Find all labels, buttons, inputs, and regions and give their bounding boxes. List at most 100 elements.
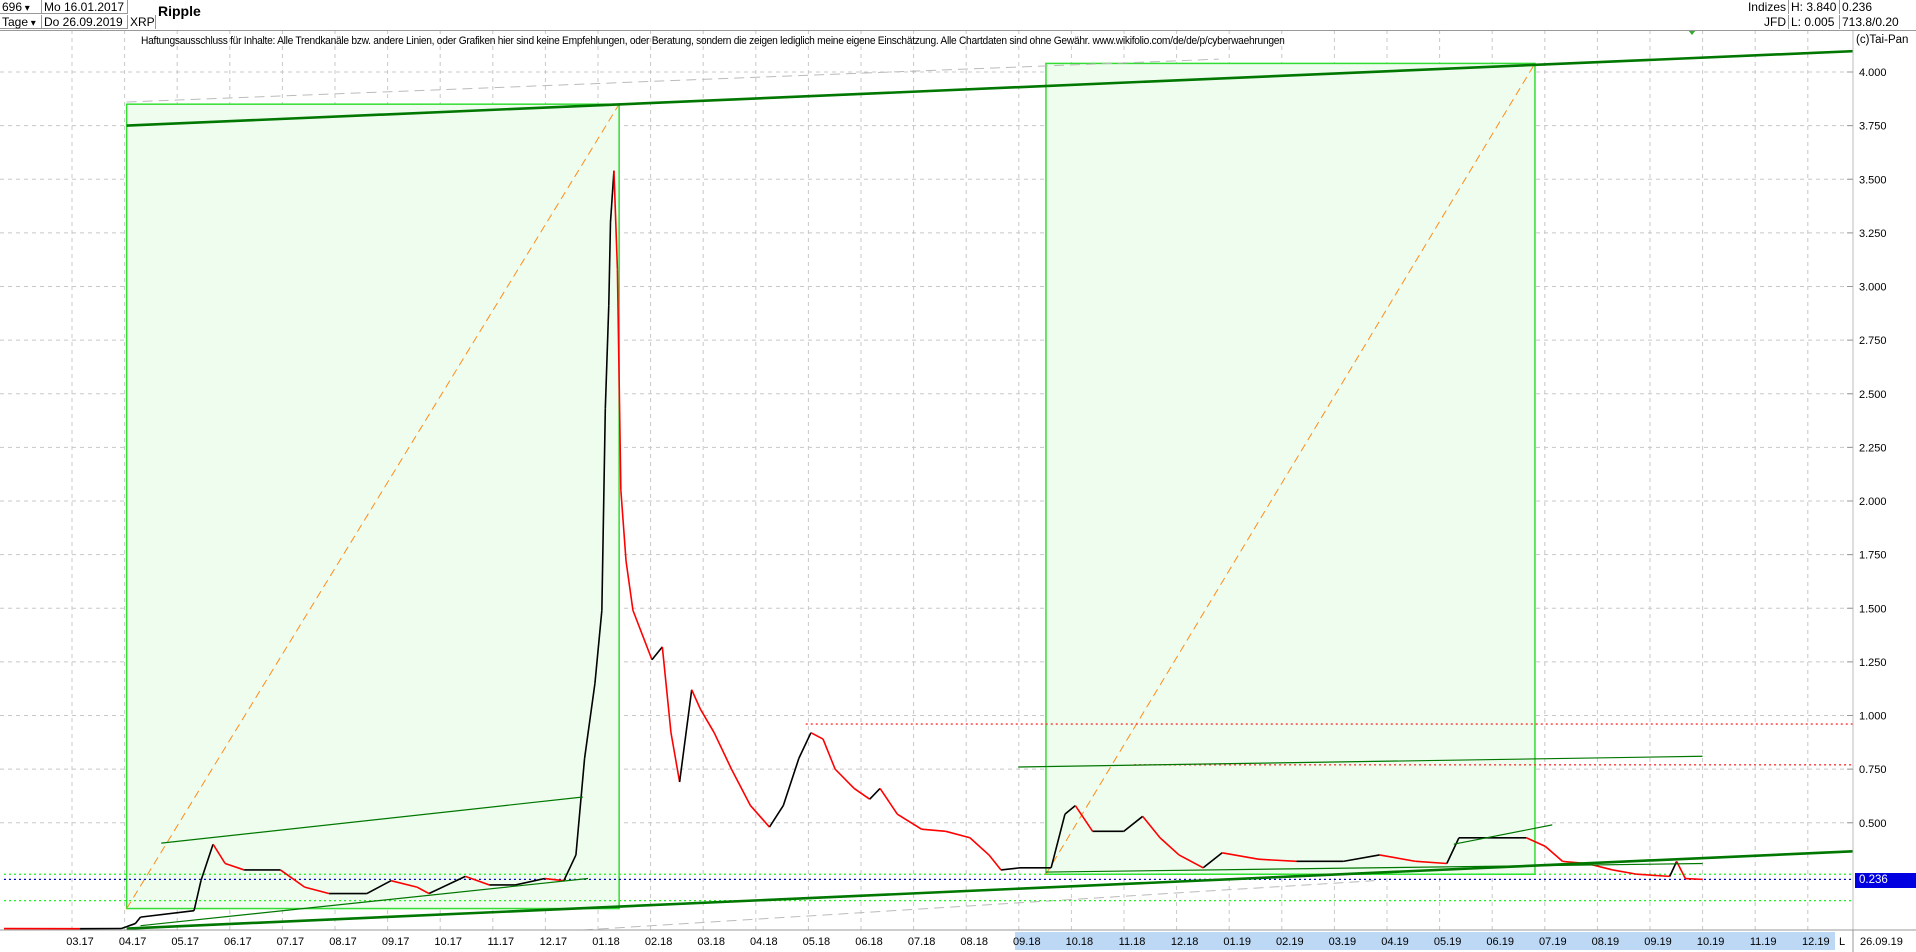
marker-triangle-icon [1688,30,1696,35]
price-segment [1178,854,1204,869]
y-tick-label: 4.000 [1859,67,1887,79]
x-tick-label: 09.18 [1013,936,1041,948]
extra-value: 713.8/0.20 [1842,15,1899,29]
y-tick-label: 3.250 [1859,228,1887,240]
price-segment [594,610,603,684]
x-tick-label: 03.18 [697,936,725,948]
price-segment [749,805,771,828]
price-segment [1544,845,1564,862]
price-segment [583,683,596,759]
price-segment [428,875,466,895]
price-segment [810,731,824,740]
price-segment [1525,837,1546,848]
price-segment [690,689,702,710]
price-segment [1159,837,1180,856]
y-tick-label: 2.500 [1859,389,1887,401]
end-date[interactable]: Do 26.09.2019 [42,15,128,29]
x-tick-label: 12.17 [540,936,568,948]
price-segment [193,880,202,911]
x-axis-highlight [1015,932,1835,950]
price-segment [822,738,836,770]
price-segment [782,758,800,806]
price-segment [730,768,752,806]
bar-count-dropdown[interactable]: 696 [0,0,42,14]
y-tick-label: 1.500 [1859,603,1887,615]
price-segment [1379,854,1416,863]
x-tick-label: 06.18 [855,936,883,948]
period-dropdown[interactable]: Tage [0,15,42,29]
price-segment [616,269,622,491]
x-tick-label: 09.19 [1644,936,1672,948]
price-segment [1343,854,1380,863]
price-segment [200,843,214,881]
price-segment [1612,869,1638,876]
price-segment [1258,858,1297,863]
x-tick-label: 06.17 [224,936,252,948]
copyright: (c)Tai-Pan [1856,34,1909,46]
y-tick-label: 2.000 [1859,496,1887,508]
price-segment [853,787,871,800]
x-tick-label: 11.18 [1119,936,1146,948]
grey-dashed-line [582,880,1375,931]
x-tick-label: 09.17 [382,936,410,948]
y-tick-label: 3.750 [1859,121,1887,133]
price-segment [212,843,226,864]
price-segment [620,490,627,562]
price-segment [896,813,922,830]
price-segment [798,732,812,759]
price-segment [140,909,195,918]
x-tick-label: 04.17 [119,936,147,948]
price-segment [601,408,607,611]
price-segment [1000,867,1021,871]
x-tick-label: 05.17 [171,936,199,948]
price-segment [988,854,1002,871]
axis-end-date: 26.09.19 [1860,936,1903,948]
price-segment [834,768,855,789]
price-segment [1446,837,1460,864]
trend-line [126,47,1916,127]
y-axis-area [1853,30,1916,930]
x-tick-label: 08.19 [1592,936,1620,948]
trend-line [140,877,589,927]
price-segment [575,758,586,855]
x-tick-label: 05.18 [803,936,831,948]
start-date[interactable]: Mo 16.01.2017 [42,0,128,14]
y-tick-label: 1.000 [1859,711,1887,723]
price-segment [879,787,899,815]
chart-header: 696 Mo 16.01.2017 Tage Do 26.09.2019 XRP… [0,0,1916,31]
x-tick-label: 03.19 [1329,936,1357,948]
x-tick-label: 05.19 [1434,936,1462,948]
price-segment [1222,851,1259,861]
price-segment [1050,813,1066,868]
x-tick-label: 03.17 [66,936,94,948]
price-segment [1074,805,1094,832]
price-segment [969,837,990,856]
axis-corner-label: L [1839,936,1845,948]
x-tick-label: 08.17 [329,936,357,948]
x-tick-label: 02.18 [645,936,673,948]
price-segment [1415,860,1447,865]
symbol: XRP [130,15,156,29]
x-tick-label: 10.18 [1066,936,1094,948]
trend-line [161,796,583,844]
bar-count: 696 [2,0,23,14]
price-segment [1685,877,1703,881]
x-tick-label: 07.18 [908,936,936,948]
last-value: 0.236 [1842,0,1873,14]
x-tick-label: 07.17 [277,936,305,948]
price-segment [625,560,634,611]
price-segment [678,689,693,783]
price-segment [121,922,136,930]
current-price-label: 0.236 [1855,873,1916,888]
x-tick-label: 11.17 [487,936,514,948]
fib-diagonal-line [1045,63,1536,875]
price-segment [224,862,245,871]
price-segment [670,732,681,783]
price-segment [1142,815,1161,839]
price-segment [134,916,142,925]
y-tick-label: 0.750 [1859,764,1887,776]
price-segment [1636,873,1670,878]
price-segment [1202,852,1223,869]
x-tick-label: 01.18 [592,936,620,948]
